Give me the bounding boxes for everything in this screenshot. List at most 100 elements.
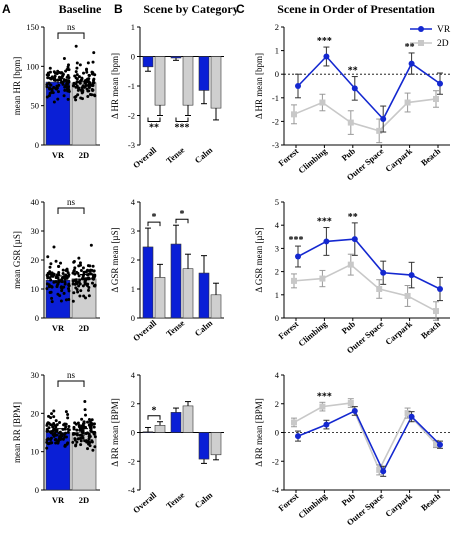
participant-dot [79, 439, 83, 443]
participant-dot [88, 93, 92, 97]
participant-dot [87, 439, 91, 443]
y-tick-label: 0 [131, 313, 135, 323]
y-tick-label: 0 [275, 313, 279, 323]
y-tick-label: 4 [131, 197, 136, 207]
significance-label: *** [175, 123, 190, 134]
x-tick-label-carpark: Carpark [383, 491, 414, 519]
participant-dot [59, 286, 63, 290]
bar-calm-vr [198, 272, 210, 319]
y-tick-label: 0 [275, 428, 279, 438]
participant-dot [84, 296, 88, 300]
significance-bracket [147, 221, 161, 227]
y-tick-label: 30 [31, 370, 40, 380]
participant-dot [87, 437, 91, 441]
bar-overall-vr [142, 431, 154, 433]
participant-dot [87, 77, 91, 81]
participant-dot [87, 89, 91, 93]
participant-dot [93, 445, 97, 449]
participant-dot [71, 282, 75, 286]
participant-dot [83, 400, 87, 404]
participant-dot [73, 438, 77, 442]
participant-dot [64, 410, 68, 414]
participant-dot [76, 88, 80, 92]
participant-dot [50, 412, 54, 416]
y-tick-label: 10 [31, 284, 40, 294]
participant-dot [48, 270, 52, 274]
participant-dot [82, 420, 86, 424]
participant-dot [58, 77, 62, 81]
participant-dot [45, 422, 49, 426]
point-vr-beach [437, 441, 443, 448]
participant-dot [49, 290, 53, 294]
participant-dot [50, 88, 54, 92]
significance-label: ns [67, 197, 76, 207]
x-tick-label-2d: 2D [79, 323, 89, 333]
participant-dot [52, 409, 56, 413]
point-2d-carpark [404, 292, 411, 299]
x-tick-label-climbing: Climbing [296, 490, 329, 520]
significance-bracket [57, 207, 85, 214]
participant-dot [62, 94, 66, 98]
x-tick-label-vr: VR [52, 323, 65, 333]
y-axis-label: Δ HR mean [bpm] [110, 53, 120, 119]
bar-tense-vr [170, 412, 182, 433]
participant-dot [62, 433, 66, 437]
x-tick-label-overall: Overall [131, 317, 159, 343]
legend-2d-label: 2D [437, 39, 449, 49]
y-tick-label: -3 [128, 140, 135, 150]
participant-dot [84, 84, 88, 88]
x-tick-label-tense: Tense [164, 145, 186, 166]
x-tick-label-pub: Pub [339, 491, 357, 508]
point-2d-pub [347, 400, 354, 407]
point-vr-outer-space [380, 116, 387, 123]
point-2d-climbing [319, 403, 326, 410]
participant-dot [45, 287, 49, 291]
participant-dot [60, 278, 64, 282]
participant-dot [45, 438, 49, 442]
participant-dot [87, 73, 91, 77]
bar-tense-2d [182, 56, 194, 106]
participant-dot [83, 408, 87, 412]
x-tick-label-overall: Overall [131, 489, 159, 515]
significance-label: ** [348, 212, 358, 223]
participant-dot [61, 272, 65, 276]
significance-label: ** [149, 123, 159, 134]
y-axis-label: Δ RR mean [BPM] [254, 398, 264, 467]
participant-dot [45, 440, 49, 444]
participant-dot [80, 277, 84, 281]
participant-dot [75, 440, 79, 444]
participant-dot [63, 435, 67, 439]
y-tick-label: 0 [131, 52, 135, 62]
significance-label: *** [317, 36, 332, 47]
participant-dot [75, 428, 79, 432]
legend: VR 2D [410, 25, 451, 49]
y-tick-label: 2 [275, 399, 279, 409]
participant-dot [89, 272, 93, 276]
x-tick-label-calm: Calm [193, 145, 215, 165]
point-2d-carpark [404, 410, 411, 417]
point-vr-pub [351, 85, 358, 92]
participant-dot [65, 442, 69, 446]
participant-dot [92, 277, 96, 281]
bar-overall-vr [142, 246, 154, 319]
y-tick-label: 20 [31, 408, 40, 418]
point-2d-carpark [404, 99, 411, 106]
significance-bracket [147, 117, 161, 122]
significance-bracket [147, 415, 161, 420]
x-tick-label-2d: 2D [79, 150, 89, 160]
participant-dot [49, 441, 53, 445]
participant-dot [91, 422, 95, 426]
participant-dot [52, 85, 56, 89]
participant-dot [78, 282, 82, 286]
participant-dot [79, 268, 83, 272]
participant-dot [90, 72, 94, 76]
y-tick-label: 0 [35, 140, 39, 150]
participant-dot [45, 446, 49, 450]
y-tick-label: 100 [26, 61, 39, 71]
participant-dot [78, 436, 82, 440]
participant-dot [66, 412, 70, 416]
participant-dot [57, 270, 61, 274]
participant-dot [77, 256, 81, 260]
participant-dot [62, 285, 66, 289]
point-vr-forest [295, 253, 301, 260]
